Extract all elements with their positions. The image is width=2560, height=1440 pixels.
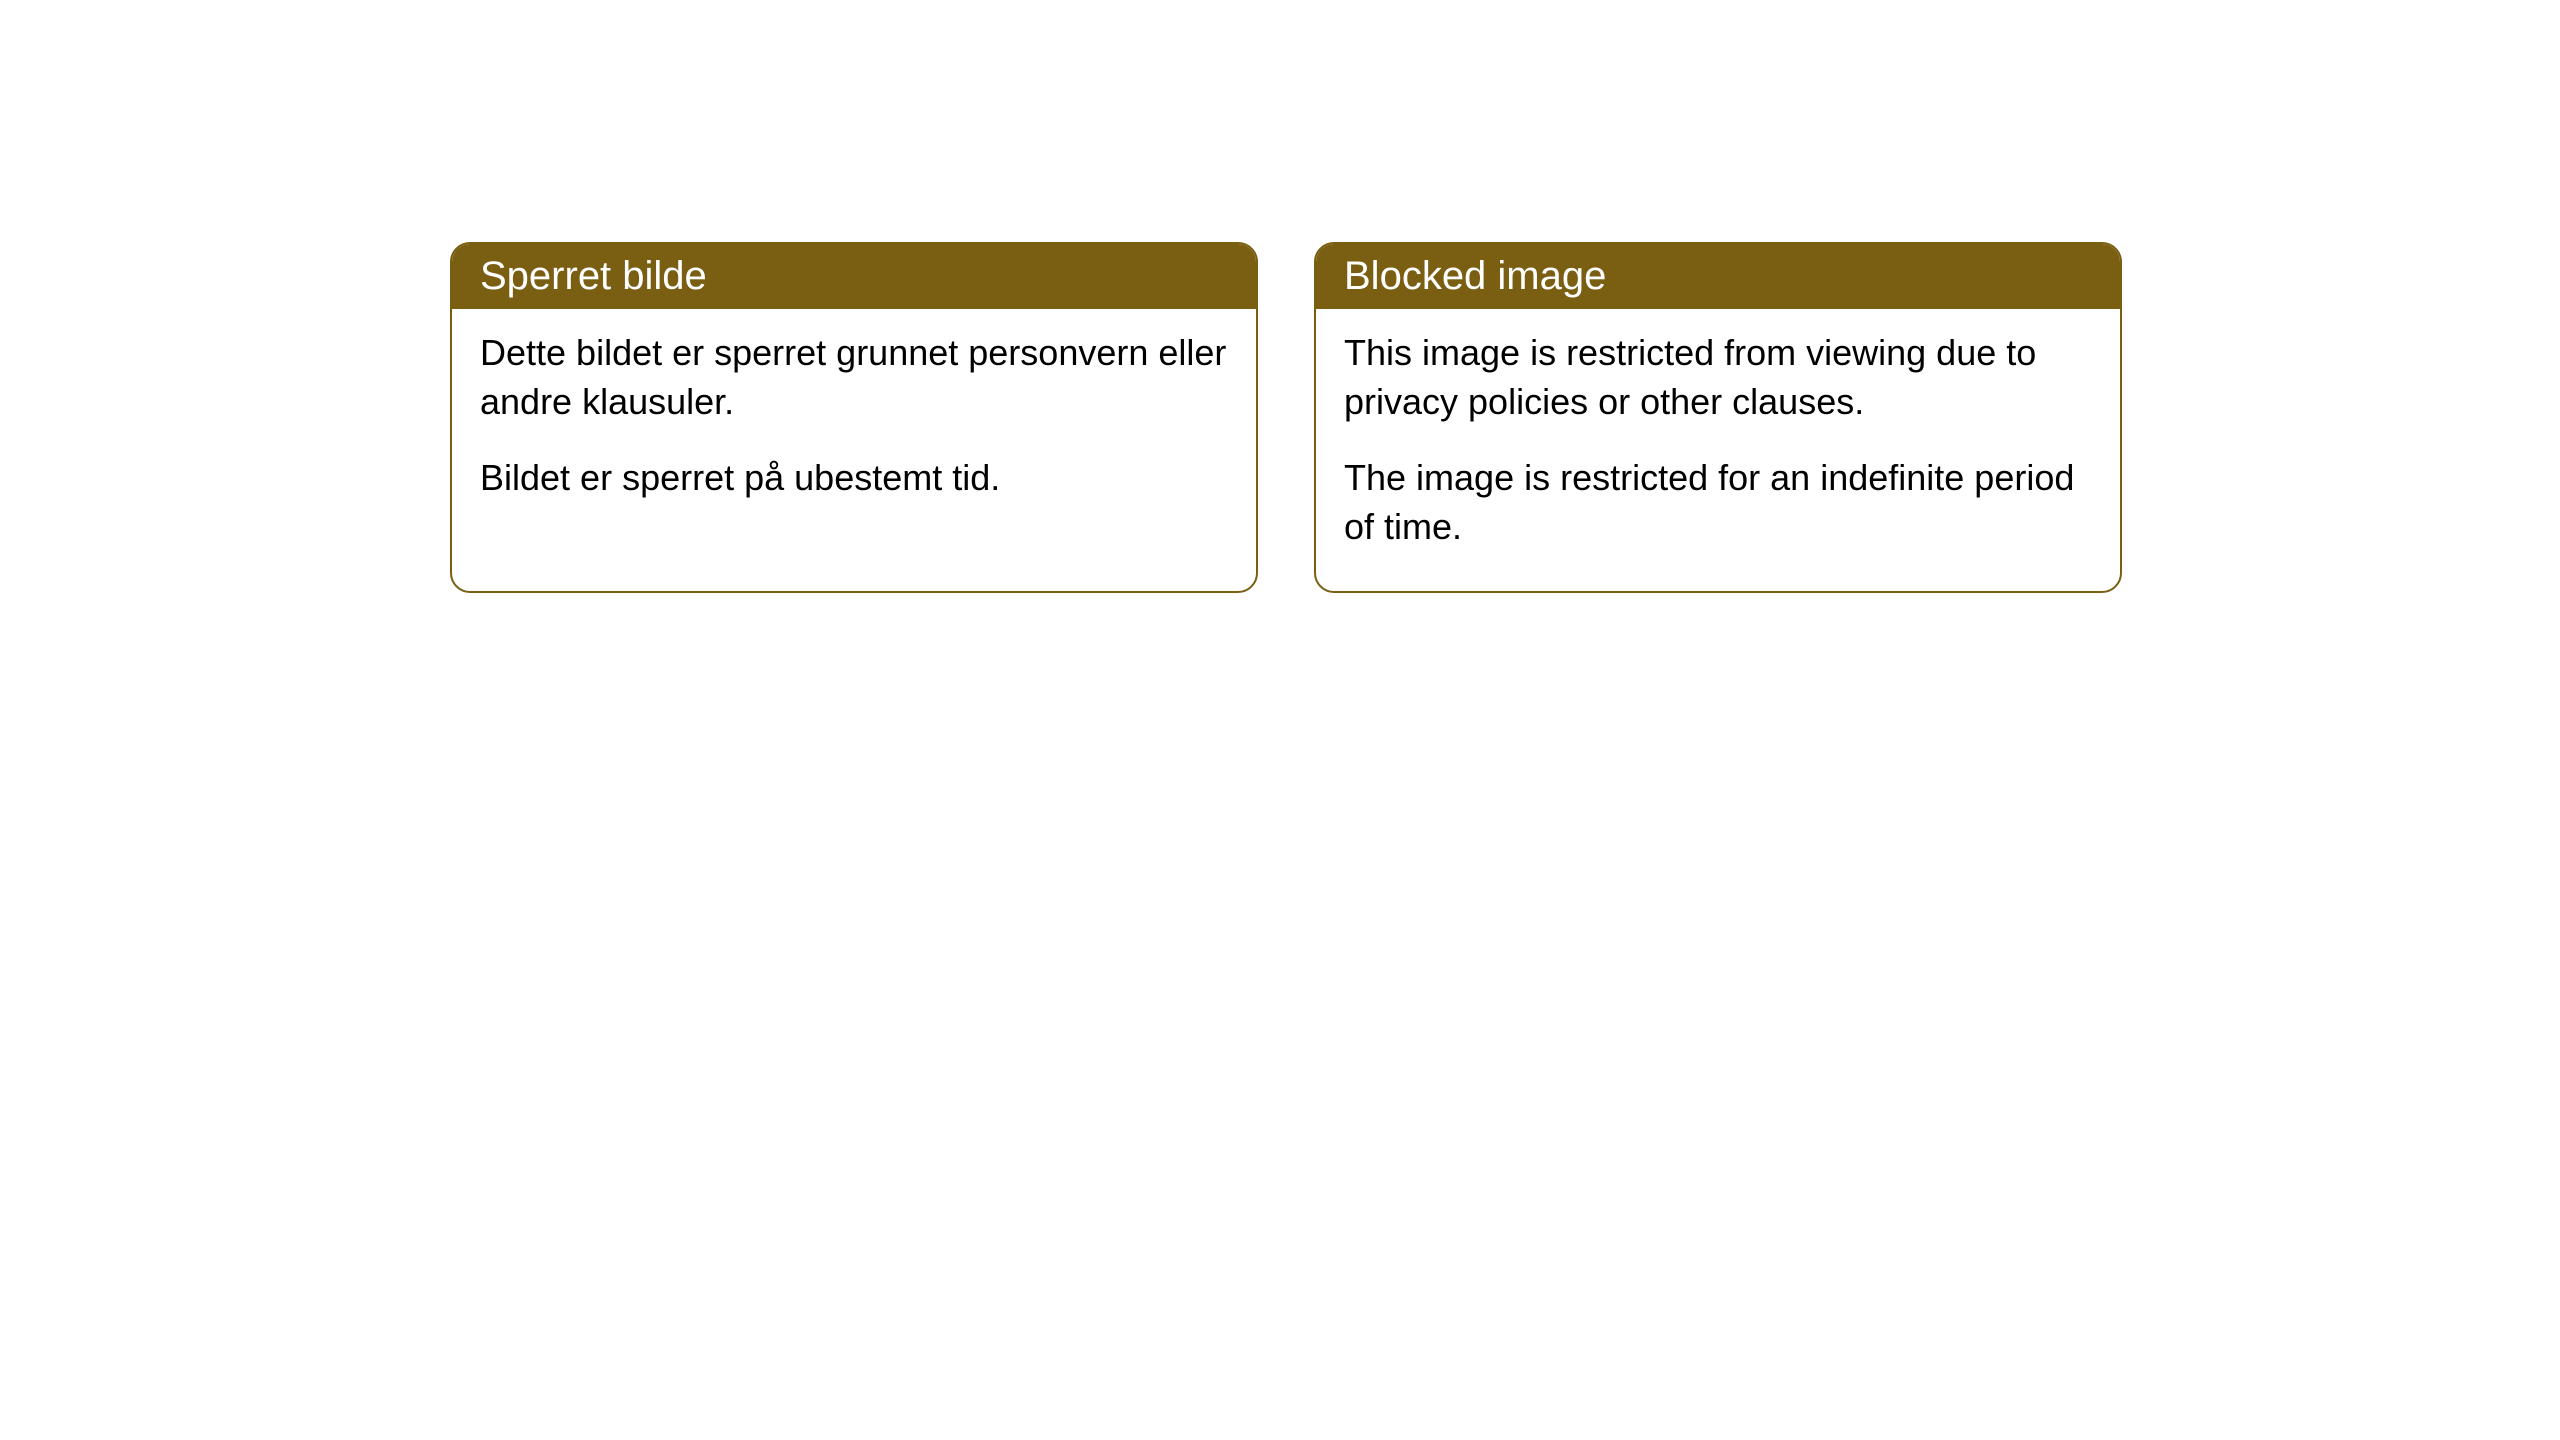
notice-card-english: Blocked image This image is restricted f… bbox=[1314, 242, 2122, 593]
card-title: Sperret bilde bbox=[480, 254, 707, 298]
card-title: Blocked image bbox=[1344, 254, 1606, 298]
card-paragraph: This image is restricted from viewing du… bbox=[1344, 329, 2092, 426]
card-header: Blocked image bbox=[1316, 244, 2120, 309]
card-paragraph: Dette bildet er sperret grunnet personve… bbox=[480, 329, 1228, 426]
notice-card-norwegian: Sperret bilde Dette bildet er sperret gr… bbox=[450, 242, 1258, 593]
card-paragraph: Bildet er sperret på ubestemt tid. bbox=[480, 454, 1228, 503]
card-paragraph: The image is restricted for an indefinit… bbox=[1344, 454, 2092, 551]
card-header: Sperret bilde bbox=[452, 244, 1256, 309]
notice-container: Sperret bilde Dette bildet er sperret gr… bbox=[0, 0, 2560, 593]
card-body: This image is restricted from viewing du… bbox=[1316, 309, 2120, 591]
card-body: Dette bildet er sperret grunnet personve… bbox=[452, 309, 1256, 543]
